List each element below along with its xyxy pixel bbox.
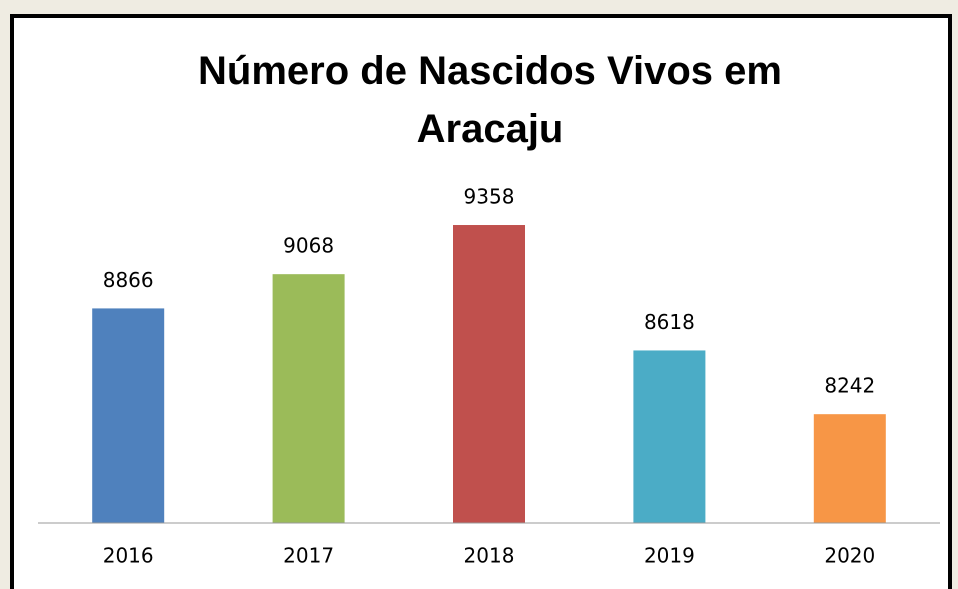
x-tick-label: 2020 (824, 544, 875, 568)
bar (272, 274, 345, 523)
bar (92, 308, 165, 523)
x-tick-label: 2017 (283, 544, 334, 568)
bar (633, 350, 706, 523)
bar (813, 414, 886, 523)
x-tick-label: 2019 (644, 544, 695, 568)
data-label: 9358 (464, 185, 515, 209)
x-tick-label: 2016 (103, 544, 154, 568)
data-label: 9068 (283, 234, 334, 258)
data-label: 8618 (644, 310, 695, 334)
data-label: 8866 (103, 268, 154, 292)
chart-title: Número de Nascidos Vivos em Aracaju (198, 49, 782, 151)
x-tick-label: 2018 (464, 544, 515, 568)
bar (453, 225, 525, 524)
data-label: 8242 (824, 374, 875, 398)
